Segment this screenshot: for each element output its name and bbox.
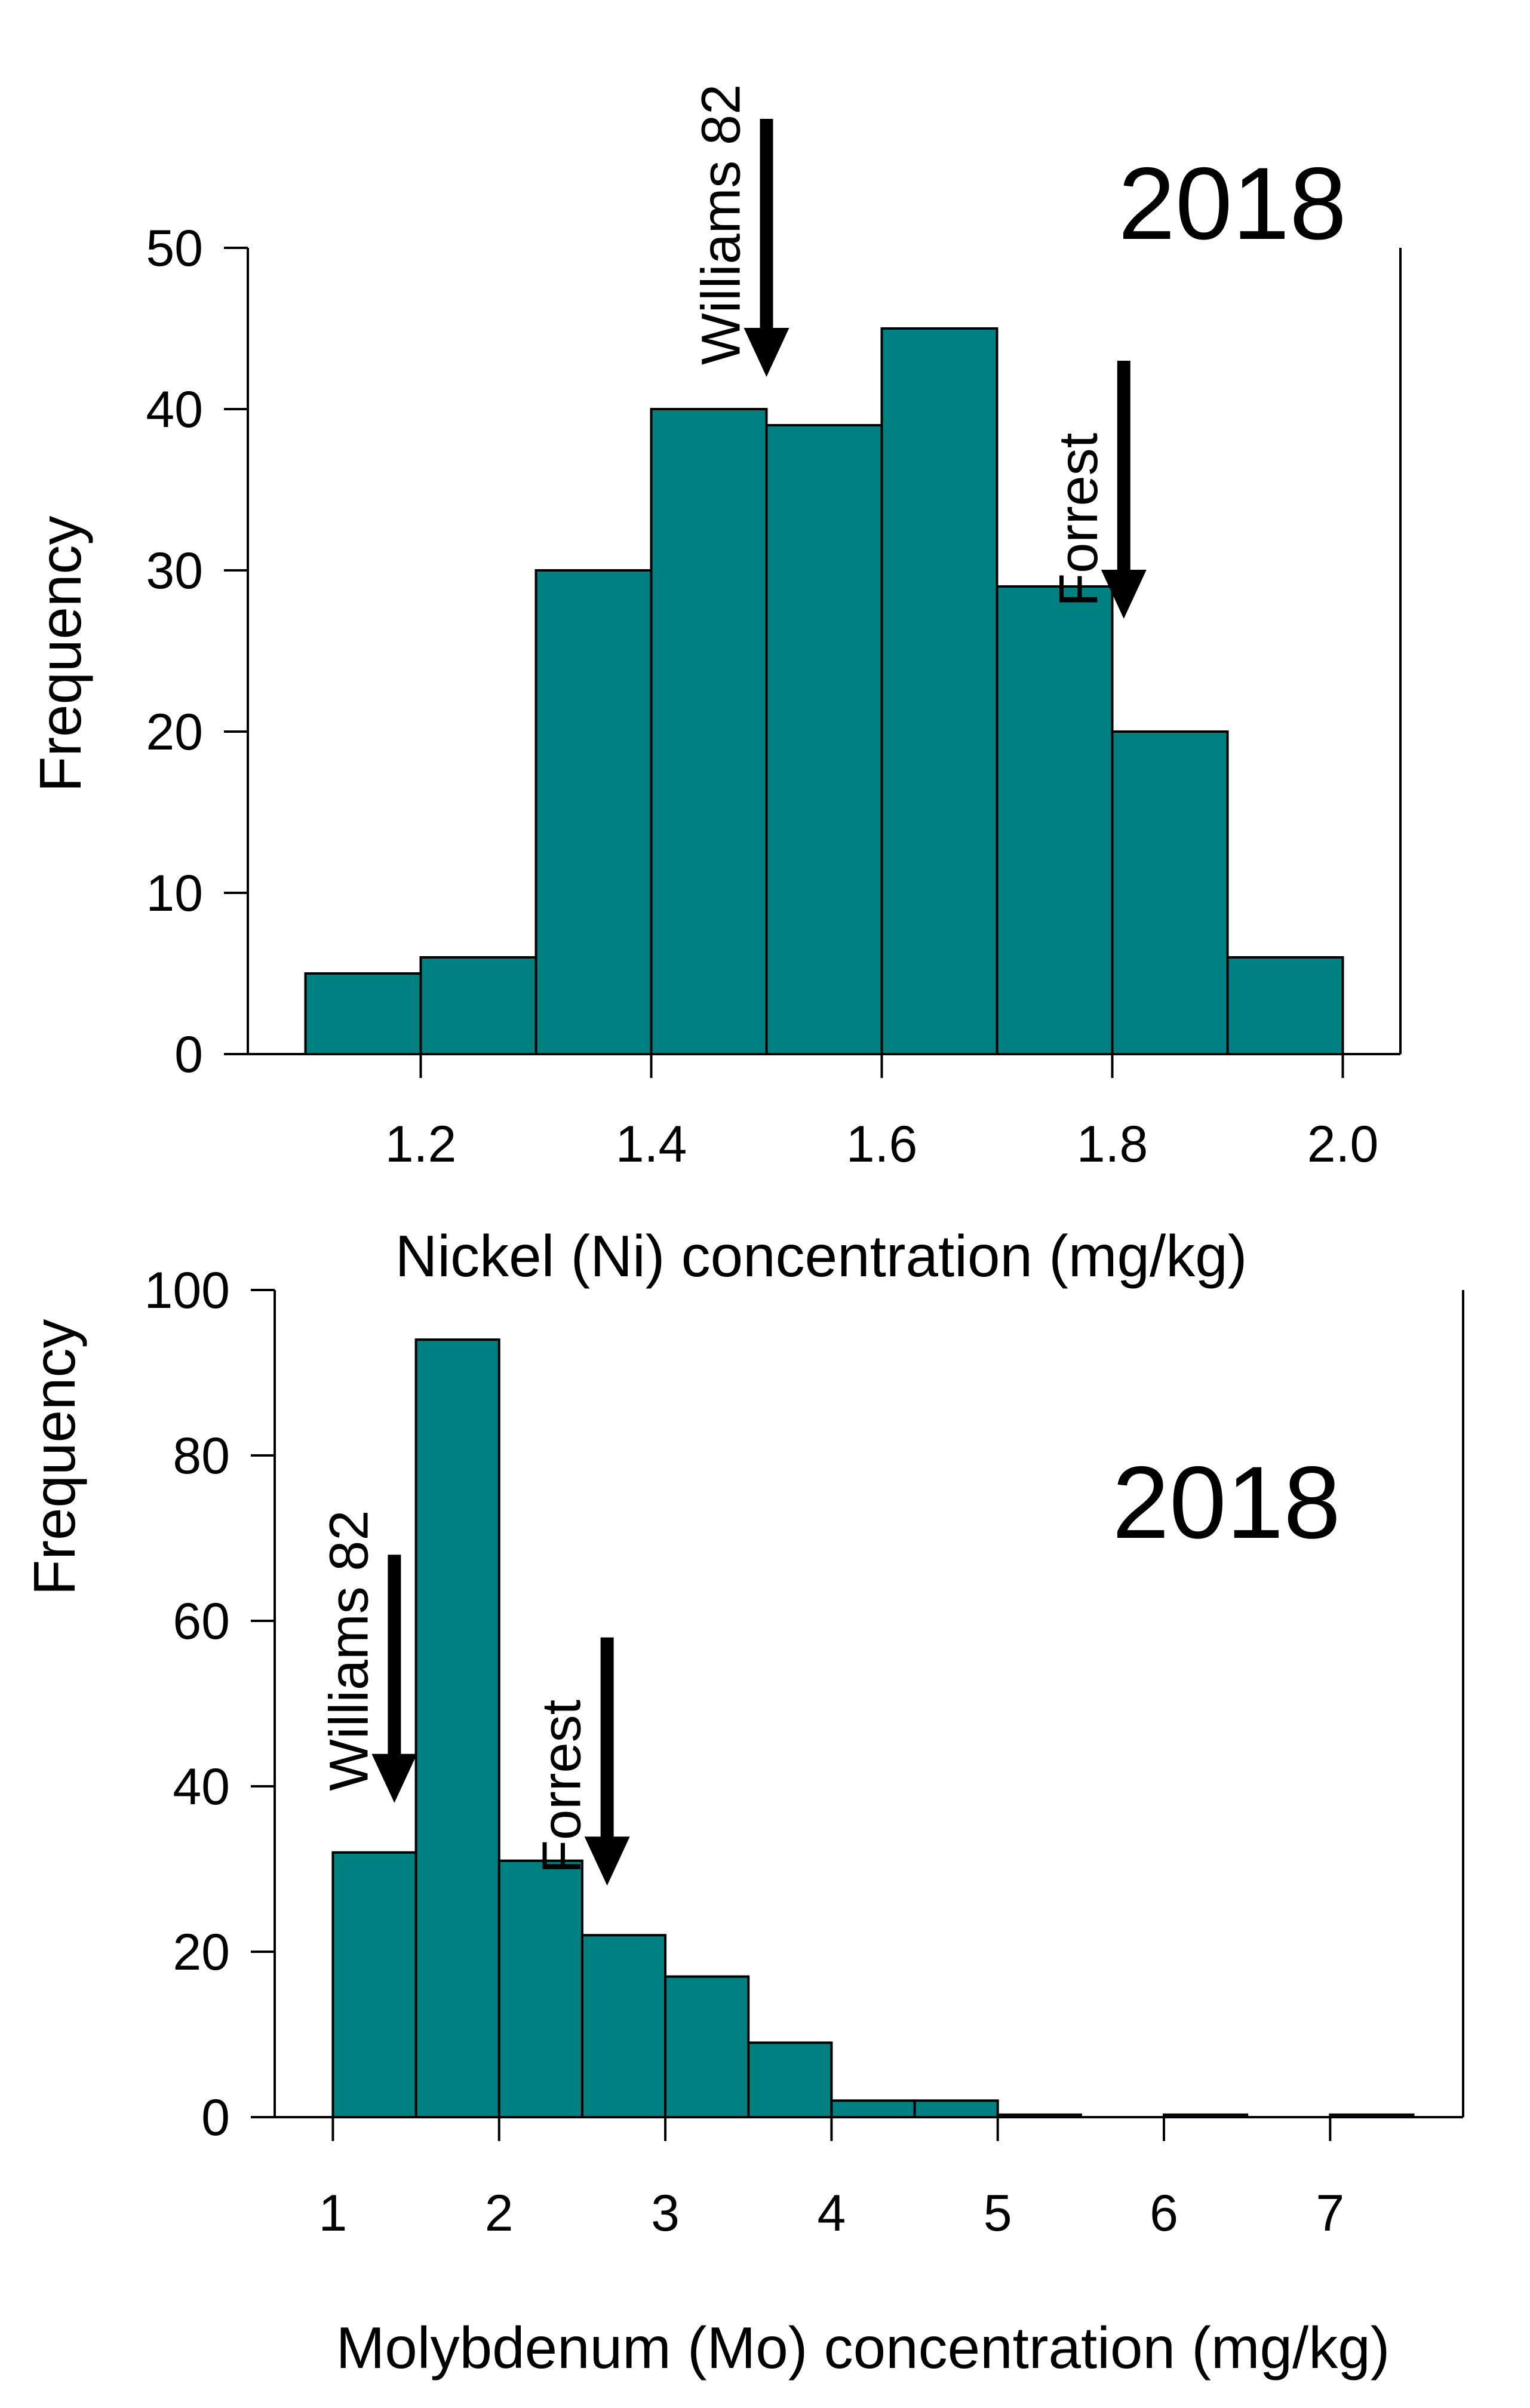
nickel-x-axis-title: Nickel (Ni) concentration (mg/kg) [395,1223,1248,1289]
molybdenum-x-tick-label-6: 7 [1316,2185,1344,2242]
nickel-bar-3 [650,408,768,1055]
nickel-forrest-arrow-head [1101,570,1147,619]
nickel-x-tick-label-3: 1.8 [1077,1116,1148,1173]
nickel-x-tick-label-2: 1.6 [846,1116,918,1173]
molybdenum-year-label: 2018 [1112,1445,1341,1560]
nickel-y-ticks: 0 10 20 30 40 50 [146,220,248,1083]
nickel-axes [247,248,1402,1055]
molybdenum-forrest-arrow-head [584,1836,630,1886]
nickel-williams-82-arrow-head [744,328,789,377]
molybdenum-y-tick-label-0: 0 [201,2089,230,2146]
nickel-bar-5 [880,327,999,1055]
molybdenum-y-tick-label-1: 20 [173,1924,230,1981]
molybdenum-bar-3 [580,1934,667,2119]
nickel-x-tick-label-4: 2.0 [1307,1116,1379,1173]
molybdenum-x-tick-label-2: 3 [651,2185,680,2242]
nickel-y-tick-label-2: 20 [146,704,203,761]
nickel-y-axis-title: Frequency [27,515,93,792]
molybdenum-x-axis-title: Molybdenum (Mo) concentration (mg/kg) [336,2315,1390,2381]
molybdenum-bar-5 [747,2041,833,2119]
molybdenum-bar-7 [913,2099,999,2119]
molybdenum-williams-82-label: Williams 82 [318,1510,379,1790]
molybdenum-x-tick-label-0: 1 [318,2185,347,2242]
molybdenum-y-axis-title: Frequency [21,1319,87,1595]
nickel-bar-2 [534,569,653,1055]
molybdenum-bar-1 [414,1338,500,2119]
molybdenum-y-ticks: 0 20 40 60 80 100 [145,1262,275,2146]
molybdenum-y-tick-label-5: 100 [145,1262,231,1319]
molybdenum-bars [331,1338,1415,2119]
nickel-bars [304,327,1344,1055]
molybdenum-x-ticks: 1 2 3 4 5 6 7 [318,2117,1344,2242]
molybdenum-x-tick-label-4: 5 [984,2185,1012,2242]
nickel-year-label: 2018 [1118,146,1347,261]
nickel-x-tick-label-0: 1.2 [385,1116,457,1173]
molybdenum-y-tick-label-2: 40 [173,1758,230,1816]
molybdenum-bar-0 [331,1851,417,2119]
molybdenum-annotations: Williams 82 Forrest [318,1510,630,1886]
nickel-williams-82-label: Williams 82 [691,84,752,365]
nickel-y-tick-label-1: 10 [146,865,203,922]
nickel-y-tick-label-3: 30 [146,542,203,600]
molybdenum-bar-2 [497,1859,583,2118]
nickel-forrest-label: Forrest [1048,433,1109,607]
molybdenum-y-tick-label-3: 60 [173,1593,230,1650]
molybdenum-x-tick-label-1: 2 [485,2185,514,2242]
nickel-y-tick-label-0: 0 [174,1026,203,1083]
nickel-bar-4 [765,424,883,1055]
nickel-y-tick-label-4: 40 [146,381,203,438]
molybdenum-williams-82-arrow-head [371,1753,417,1803]
nickel-x-ticks: 1.2 1.4 1.6 1.8 2.0 [385,1054,1379,1173]
molybdenum-forrest-label: Forrest [531,1700,592,1873]
molybdenum-y-tick-label-4: 80 [173,1427,230,1485]
nickel-x-tick-label-1: 1.4 [616,1116,687,1173]
nickel-bar-8 [1226,956,1344,1055]
molybdenum-bar-6 [830,2099,916,2119]
nickel-bar-7 [1111,730,1229,1055]
nickel-bar-6 [996,585,1114,1055]
nickel-annotations: Williams 82 Forrest [691,84,1147,619]
molybdenum-bar-4 [664,1975,750,2119]
nickel-bar-0 [304,972,422,1055]
molybdenum-x-tick-label-3: 4 [817,2185,846,2242]
nickel-histogram-panel: 1.2 1.4 1.6 1.8 2.0 0 10 20 30 40 50 Williams 82 F… [27,84,1402,1289]
molybdenum-axes [274,1290,1464,2118]
nickel-bar-1 [419,956,537,1055]
molybdenum-x-tick-label-5: 6 [1150,2185,1178,2242]
nickel-y-tick-label-5: 50 [146,220,203,277]
